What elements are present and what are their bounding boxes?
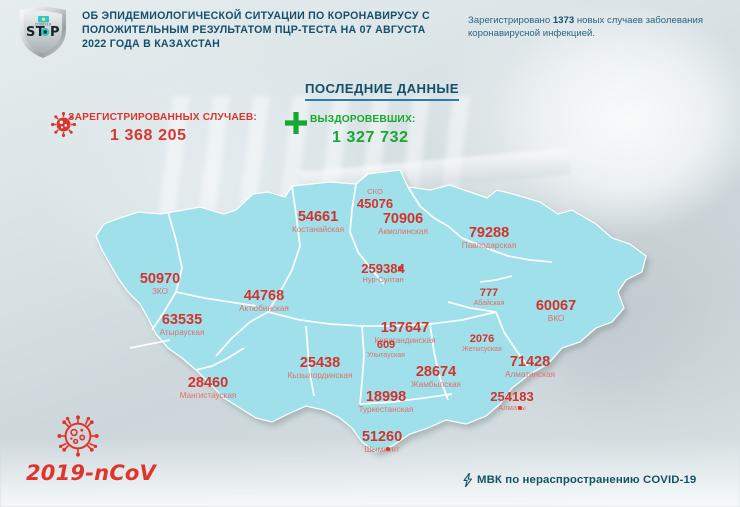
svg-text:COVID-19: COVID-19 <box>35 23 51 27</box>
map-region-name: Мангистауская <box>179 390 237 400</box>
map-region-value: 44768 <box>243 288 285 304</box>
kazakhstan-map-svg <box>95 169 647 453</box>
city-marker-dot <box>518 406 522 410</box>
map-region-value: 28674 <box>415 364 457 380</box>
registered-cases-value: 1 368 205 <box>110 126 187 144</box>
map-region-name: Павлодарская <box>461 240 517 250</box>
page-title: ОБ ЭПИДЕМИОЛОГИЧЕСКОЙ СИТУАЦИИ ПО КОРОНА… <box>82 10 430 50</box>
map-region-label: 51260 Шымкент <box>362 430 402 454</box>
new-cases-note-suffix: новых случаев заболевания коронавирусной… <box>468 15 704 39</box>
map-region-label: 609 Улытауская <box>367 339 405 360</box>
map-region-value: 79288 <box>468 225 510 241</box>
map-region-value: 51260 <box>361 429 403 445</box>
map-region-name: ВКО <box>547 313 565 323</box>
map-region-name: Костанайская <box>291 224 345 234</box>
map-region-name: Жамбылская <box>411 379 461 389</box>
map-region-value: 2076 <box>469 333 495 345</box>
map-region-label: 254183 Алматы <box>490 390 533 412</box>
map-region-value: 609 <box>376 339 396 351</box>
map-region-value: 60067 <box>535 298 577 314</box>
map-region-borders <box>129 183 553 405</box>
map-region-name: Шымкент <box>364 444 400 454</box>
map-region-label: СКО 45076 <box>357 188 393 210</box>
map-region-value: 45076 <box>356 195 394 211</box>
map-region-name: Нур-Султан <box>362 275 404 285</box>
ncov-label: 2019-nCoV <box>26 461 157 485</box>
registered-cases-label: ЗАРЕГИСТРИРОВАННЫХ СЛУЧАЕВ: <box>68 112 258 123</box>
map-region-name: Алматинская <box>505 369 555 379</box>
new-cases-count: 1373 <box>552 15 575 26</box>
map-region-label: 259384 Нур-Султан <box>361 262 404 284</box>
map-region-label: 25438 Кызылординская <box>288 356 353 380</box>
map-region-value: 50970 <box>139 271 181 287</box>
map-region-value: 777 <box>479 287 499 299</box>
map-region-value: 28460 <box>187 375 229 391</box>
map-region-label: 18998 Туркестанская <box>359 390 414 414</box>
new-cases-note: Зарегистрировано 1373 новых случаев забо… <box>468 14 730 40</box>
map-region-name: Улытауская <box>367 352 405 360</box>
map-region-label: 50970 ЗКО <box>140 272 180 296</box>
map-region-name: Абайская <box>473 300 505 308</box>
recovered-stat: ВЫЗДОРОВЕВШИХ: 1 327 732 <box>310 114 416 147</box>
map-region-value: 25438 <box>299 355 341 371</box>
city-marker-dot <box>398 266 402 270</box>
map-region-name: Жетысуская <box>462 346 502 354</box>
map-region-value: 71428 <box>509 354 551 370</box>
commission-footer: МВК по нераспространению COVID-19 <box>463 473 696 487</box>
map-country-outline <box>95 169 647 453</box>
map-region-name: Карагандинская <box>374 335 436 345</box>
map-region-label: 28460 Мангистауская <box>180 376 237 400</box>
map-region-label: 70906 Акмолинская <box>378 212 428 236</box>
map-region-value: 259384 <box>361 261 405 276</box>
lightning-bolt-icon <box>463 473 472 487</box>
map-region-label: 54661 Костанайская <box>292 210 344 234</box>
map-region-name: Туркестанская <box>358 404 414 414</box>
map-region-name: Кызылординская <box>287 370 353 380</box>
ncov-virus-icon <box>57 415 99 457</box>
map-region-label: 79288 Павлодарская <box>462 226 517 250</box>
map-region-value: 254183 <box>490 389 534 404</box>
map-region-label: 28674 Жамбылская <box>411 365 461 389</box>
map-region-label: 2076 Жетысуская <box>462 333 502 354</box>
new-cases-note-prefix: Зарегистрировано <box>468 15 553 26</box>
map-region-label: 60067 ВКО <box>536 299 576 323</box>
map-region-label: 44768 Актюбинская <box>239 289 289 313</box>
city-marker-dot <box>386 447 390 451</box>
stop-covid-shield-icon: COVID-19 ST P <box>20 6 66 58</box>
map-region-name: Акмолинская <box>378 226 428 236</box>
green-plus-icon <box>285 112 307 134</box>
map-region-label: 777 Абайская <box>473 287 505 308</box>
registered-cases-stat: ЗАРЕГИСТРИРОВАННЫХ СЛУЧАЕВ: 1 368 205 <box>68 112 257 145</box>
map-region-label: 71428 Алматинская <box>505 355 555 379</box>
map-region-value: 70906 <box>382 211 424 227</box>
map-region-name: Алматы <box>498 403 526 413</box>
commission-label: МВК по нераспространению COVID-19 <box>477 474 697 486</box>
map-region-name: ЗКО <box>151 286 168 296</box>
recovered-value: 1 327 732 <box>332 128 409 146</box>
latest-data-heading: ПОСЛЕДНИЕ ДАННЫЕ <box>305 81 459 101</box>
map-region-label: 157647 Карагандинская <box>374 321 435 345</box>
recovered-label: ВЫЗДОРОВЕВШИХ: <box>310 114 416 125</box>
map-region-label: 63535 Атырауская <box>160 313 205 337</box>
coronavirus-icon <box>51 112 76 137</box>
kazakhstan-map: СКО 45076 54661 Костанайская 70906 Акмолинска… <box>0 152 740 472</box>
map-region-value: 18998 <box>365 389 407 405</box>
map-region-name: СКО <box>367 187 383 196</box>
map-region-value: 54661 <box>297 209 339 225</box>
map-region-value: 63535 <box>161 312 203 328</box>
map-region-value: 157647 <box>380 320 430 336</box>
background-bottom-fade <box>0 437 740 507</box>
map-region-name: Атырауская <box>159 327 205 337</box>
map-region-name: Актюбинская <box>239 303 289 313</box>
